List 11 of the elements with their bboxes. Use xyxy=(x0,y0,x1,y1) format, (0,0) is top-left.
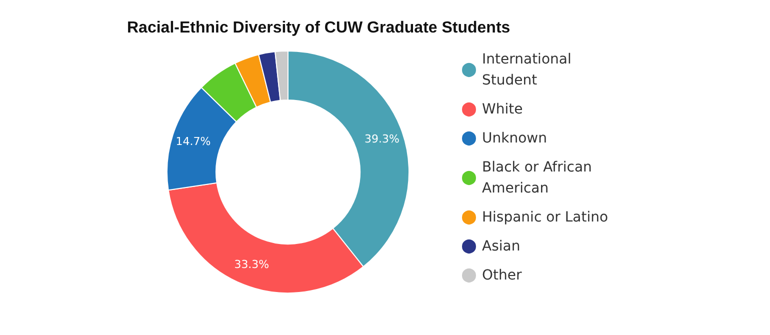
legend-label: Unknown xyxy=(482,130,547,146)
data-label: 39.3% xyxy=(364,132,400,146)
legend-label: Black or African American xyxy=(482,160,596,196)
data-label: 14.7% xyxy=(176,135,211,148)
legend-label: White xyxy=(482,102,523,118)
chart-title: Racial-Ethnic Diversity of CUW Graduate Students xyxy=(127,20,510,36)
legend-label: International Student xyxy=(482,52,576,88)
legend-label: Hispanic or Latino xyxy=(482,210,608,226)
legend-label: Asian xyxy=(482,238,520,254)
legend-label: Other xyxy=(482,268,522,284)
data-label: 33.3% xyxy=(234,258,270,272)
